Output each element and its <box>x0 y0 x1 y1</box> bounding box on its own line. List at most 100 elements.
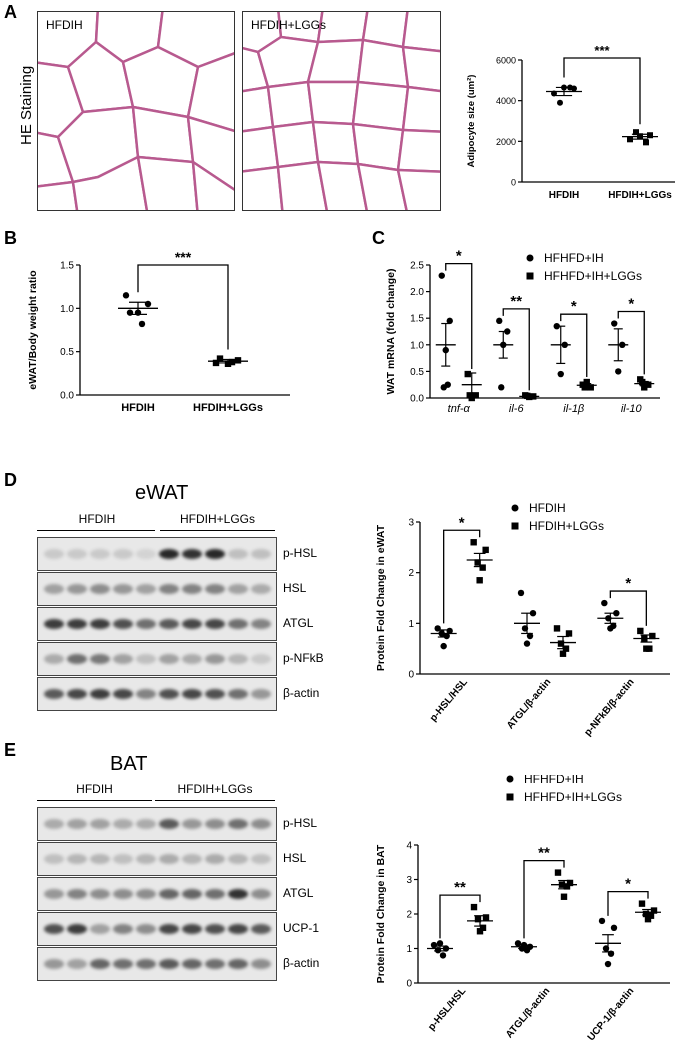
data-point <box>138 320 146 328</box>
blot-row-label: UCP-1 <box>283 921 320 935</box>
blot-group-line <box>37 530 155 531</box>
data-point <box>474 915 482 923</box>
blot-group-hfdih-d: HFDIH <box>78 512 116 526</box>
data-point <box>476 577 483 584</box>
data-point <box>479 564 486 571</box>
blot-band <box>251 959 271 969</box>
y-axis-label: Protein Fold Change in eWAT <box>375 524 387 671</box>
x-tick-label: il-1β <box>563 403 585 415</box>
data-point <box>122 292 130 299</box>
significance-label: * <box>628 296 634 313</box>
data-point <box>557 99 563 106</box>
significance-bracket <box>617 310 645 375</box>
significance-bracket <box>563 57 641 125</box>
data-point <box>523 640 531 647</box>
data-point <box>479 924 487 931</box>
blot-band <box>159 619 179 629</box>
blot-strip <box>37 572 277 606</box>
blot-group-hfdih-lggs-e: HFDIH+LGGs <box>177 782 253 796</box>
blot-band <box>251 689 271 699</box>
data-point <box>641 384 648 391</box>
blot-band <box>136 959 156 969</box>
y-tick-label: 1 <box>408 619 414 630</box>
x-tick-label: HFDIH <box>549 190 580 201</box>
y-tick-label: 2.0 <box>410 287 424 298</box>
blot-band <box>44 889 64 899</box>
blot-band <box>113 819 133 829</box>
blot-row-label: ATGL <box>283 616 314 630</box>
blot-band <box>44 819 64 829</box>
blot-group-line <box>37 800 152 801</box>
blot-row-label: β-actin <box>283 686 320 700</box>
significance-bracket <box>445 262 473 370</box>
x-tick-label: il-6 <box>509 403 525 415</box>
blot-strip <box>37 877 277 911</box>
panel-letter-c: C <box>372 228 385 248</box>
data-point <box>430 941 438 949</box>
data-point <box>643 645 650 652</box>
blot-band <box>90 854 110 864</box>
data-point <box>650 907 658 914</box>
significance-bracket <box>523 859 565 939</box>
data-point <box>517 589 525 597</box>
x-tick-label: UCP-1/β-actin <box>586 986 637 1043</box>
blot-row-label: p-NFkB <box>283 651 324 665</box>
data-point <box>470 903 478 911</box>
blot-band <box>44 654 64 664</box>
blot-band <box>228 889 248 899</box>
panel-letter-e: E <box>4 740 17 760</box>
data-point <box>613 610 620 617</box>
blot-band <box>90 584 110 594</box>
significance-label: *** <box>594 43 610 58</box>
data-point <box>446 317 453 325</box>
data-point <box>444 381 451 388</box>
blot-band <box>67 584 87 594</box>
blot-band <box>228 689 248 699</box>
y-tick-label: 0 <box>406 979 412 990</box>
data-point <box>224 360 232 367</box>
blot-band <box>228 584 248 594</box>
data-point <box>615 368 622 375</box>
data-point <box>647 132 653 139</box>
blot-band <box>90 959 110 969</box>
blot-band <box>90 889 110 899</box>
he-tissue-hfdih-lggs <box>243 12 440 210</box>
blot-band <box>90 619 110 629</box>
blot-band <box>113 959 133 969</box>
data-point <box>563 883 571 890</box>
he-image-hfdih: HFDIH <box>37 11 235 211</box>
y-axis-label: eWAT/Body weight ratio <box>27 270 39 389</box>
data-point <box>474 559 481 566</box>
blot-band <box>67 689 87 699</box>
blot-strip <box>37 807 277 841</box>
blot-band <box>205 549 225 559</box>
data-point <box>553 625 561 632</box>
data-point <box>611 320 618 327</box>
data-point <box>557 640 565 647</box>
blot-band <box>205 889 225 899</box>
blot-title-bat: BAT <box>110 753 148 775</box>
blot-band <box>44 584 64 594</box>
blot-band <box>205 619 225 629</box>
y-tick-label: 1 <box>406 944 412 955</box>
data-point <box>559 650 567 657</box>
blot-band <box>182 619 202 629</box>
significance-label: ** <box>454 879 466 896</box>
x-tick-label: HFDIH+LGGs <box>608 190 672 201</box>
y-tick-label: 3 <box>406 875 412 886</box>
blot-strip <box>37 607 277 641</box>
legend-label: HFHFD+IH <box>544 251 604 265</box>
y-tick-label: 2000 <box>496 137 516 147</box>
blot-band <box>228 619 248 629</box>
blot-band <box>182 689 202 699</box>
significance-bracket <box>443 529 481 624</box>
significance-label: * <box>456 250 462 265</box>
y-tick-label: 3 <box>408 518 414 529</box>
blot-band <box>90 819 110 829</box>
data-point <box>638 900 646 907</box>
chart-protein-ewat: 0 1 2 3 Protein Fold Change in eWAT * p-HSL/HS… <box>375 501 670 738</box>
legend-marker <box>526 254 534 262</box>
significance-bracket <box>560 313 588 378</box>
blot-band <box>228 654 248 664</box>
legend-marker <box>526 272 534 280</box>
